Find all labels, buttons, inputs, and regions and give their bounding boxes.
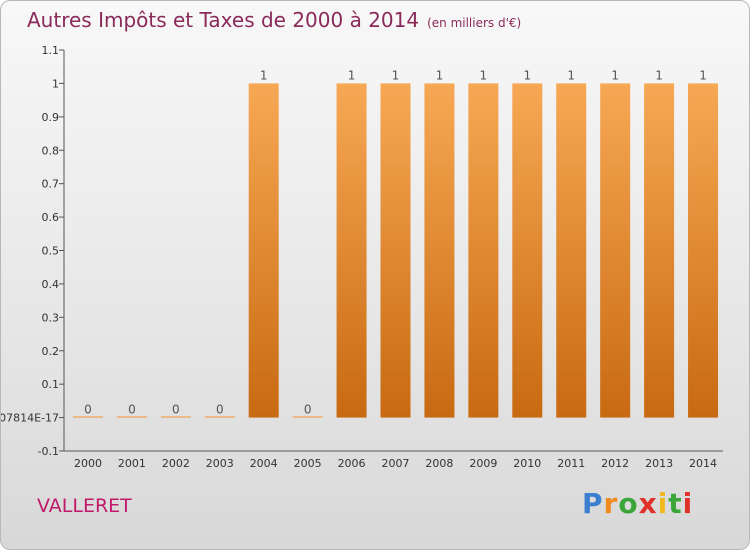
y-tick-label: 0.1: [42, 378, 60, 391]
x-tick-label-2012: 2012: [601, 457, 629, 470]
data-label-2007: 1: [392, 68, 400, 82]
data-label-2010: 1: [523, 68, 531, 82]
x-tick-label-2006: 2006: [338, 457, 366, 470]
x-tick-label-2003: 2003: [206, 457, 234, 470]
x-tick-label-2014: 2014: [689, 457, 717, 470]
y-tick-label: 1.3877787807814E-17: [1, 412, 59, 425]
x-tick-label-2004: 2004: [250, 457, 278, 470]
bar-2013: [644, 83, 675, 418]
logo-letter: r: [603, 487, 619, 520]
y-tick-label: 0.5: [42, 245, 60, 258]
logo-letter: P: [582, 487, 604, 520]
logo-letter: i: [657, 487, 669, 520]
logo-letter: i: [682, 487, 694, 520]
y-tick-label: 0.7: [42, 178, 60, 191]
data-label-2000: 0: [84, 403, 92, 417]
data-label-2013: 1: [655, 68, 663, 82]
y-tick-label: -0.1: [38, 445, 59, 458]
data-label-2004: 1: [260, 68, 268, 82]
x-axis: 2000 2001 2002 2003 2004 2005 2006 2007 2008 2009…: [64, 450, 723, 470]
x-tick-label-2002: 2002: [162, 457, 190, 470]
x-tick-label-2010: 2010: [513, 457, 541, 470]
logo-letter: x: [638, 487, 658, 520]
y-tick-label: 0.8: [42, 144, 60, 157]
y-tick-label: 0.4: [42, 278, 60, 291]
commune-name: VALLERET: [37, 495, 132, 517]
data-labels-group: 0 0 0 0 1 0 1 1 1 1 1 1 1 1 1: [84, 68, 707, 416]
x-tick-label-2007: 2007: [382, 457, 410, 470]
data-label-2014: 1: [699, 68, 707, 82]
data-label-2006: 1: [348, 68, 356, 82]
bar-2004: [248, 83, 279, 418]
chart-title: Autres Impôts et Taxes de 2000 à 2014 (en…: [27, 8, 521, 32]
data-label-2003: 0: [216, 403, 224, 417]
data-label-2009: 1: [480, 68, 488, 82]
bar-2014: [688, 83, 719, 418]
bar-2002: [160, 416, 191, 418]
x-tick-label-2005: 2005: [294, 457, 322, 470]
y-tick-label: 0.6: [42, 211, 60, 224]
chart-title-text: Autres Impôts et Taxes de 2000 à 2014: [27, 8, 420, 32]
logo-letter: o: [618, 487, 639, 520]
data-label-2005: 0: [304, 403, 312, 417]
y-tick-label: 1: [52, 77, 59, 90]
data-label-2011: 1: [567, 68, 575, 82]
x-tick-label-2001: 2001: [118, 457, 146, 470]
bar-2011: [556, 83, 587, 418]
bar-2010: [512, 83, 543, 418]
data-label-2001: 0: [128, 403, 136, 417]
bars-group: [72, 83, 719, 418]
x-tick-label-2008: 2008: [425, 457, 453, 470]
bar-2008: [424, 83, 455, 418]
x-tick-label-2000: 2000: [74, 457, 102, 470]
data-label-2008: 1: [436, 68, 444, 82]
y-tick-label: 0.2: [42, 345, 60, 358]
bar-2009: [468, 83, 499, 418]
bar-2006: [336, 83, 367, 418]
y-axis: -0.1 1.3877787807814E-17 0.1 0.2 0.3 0.4 0.5 0.…: [1, 44, 65, 458]
bar-2007: [380, 83, 411, 418]
y-tick-label: 0.3: [42, 311, 60, 324]
x-tick-label-2009: 2009: [469, 457, 497, 470]
y-tick-label: 0.9: [42, 111, 60, 124]
x-tick-label-2013: 2013: [645, 457, 673, 470]
chart-unit-note: (en milliers d'€): [427, 16, 522, 30]
bar-2000: [72, 416, 103, 418]
proxiti-logo[interactable]: Proxiti: [582, 487, 693, 520]
bar-2001: [116, 416, 147, 418]
x-tick-label-2011: 2011: [557, 457, 585, 470]
y-tick-label: 1.1: [42, 44, 60, 57]
data-label-2002: 0: [172, 403, 180, 417]
bar-2003: [204, 416, 235, 418]
logo-letter: t: [668, 487, 683, 520]
data-label-2012: 1: [611, 68, 619, 82]
bar-2012: [600, 83, 631, 418]
bar-2005: [292, 416, 323, 418]
